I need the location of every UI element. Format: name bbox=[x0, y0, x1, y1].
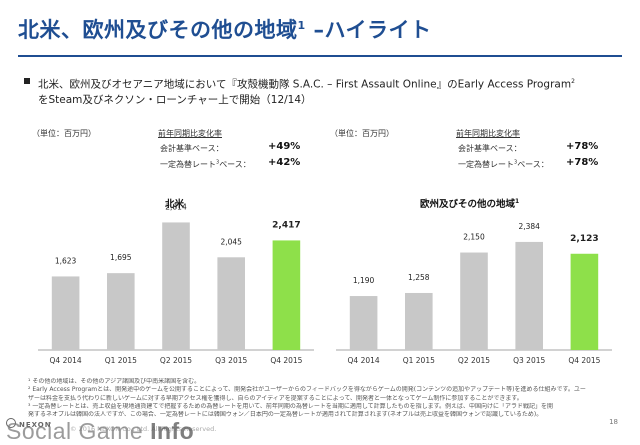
yoy-label-end: ベース： bbox=[517, 160, 549, 169]
yoy-row-reported: 会計基準ベース： bbox=[160, 143, 224, 154]
data-label: 2,045 bbox=[220, 237, 242, 246]
category-label: Q3 2015 bbox=[513, 356, 545, 365]
chart-title: 北米 bbox=[165, 196, 184, 210]
bar-q4-2015 bbox=[272, 240, 301, 350]
highlight-bullet: 北米、欧州及びオセアニア地域において『攻殻機動隊 S.A.C. – First … bbox=[24, 74, 618, 108]
yoy-label: 一定為替レート bbox=[160, 160, 216, 169]
title-text: 北米、欧州及びその他の地域 bbox=[18, 18, 298, 42]
yoy-label: 会計基準ベース： bbox=[160, 144, 224, 153]
bullet-line-2: をSteam及びネクソン・ローンチャー上で開始（12/14） bbox=[38, 93, 312, 106]
bar-q4-2015 bbox=[570, 253, 599, 350]
page-number: 18 bbox=[609, 418, 618, 426]
category-label: Q4 2014 bbox=[50, 356, 82, 365]
data-label: 1,190 bbox=[353, 276, 375, 285]
chart-title-text: 北米 bbox=[165, 199, 185, 210]
page-title: 北米、欧州及びその他の地域1 –ハイライト bbox=[18, 14, 432, 44]
unit-label: （単位：百万円） bbox=[32, 129, 96, 138]
chart-title-footnote-mark: 1 bbox=[515, 197, 520, 205]
bar-q3-2015 bbox=[515, 241, 543, 350]
data-label: 1,695 bbox=[110, 253, 132, 262]
yoy-value-reported: +49% bbox=[268, 141, 301, 152]
data-label: 1,623 bbox=[55, 256, 77, 265]
chart-title: 欧州及びその他の地域1 bbox=[420, 196, 519, 210]
category-label: Q2 2015 bbox=[160, 356, 192, 365]
bar-q4-2014 bbox=[349, 296, 378, 350]
yoy-value-constant-currency: +78% bbox=[566, 157, 599, 168]
yoy-footnote-mark: 3 bbox=[216, 159, 220, 166]
yoy-row-reported: 会計基準ベース： bbox=[458, 143, 522, 154]
bar-q3-2015 bbox=[217, 257, 245, 350]
bullet-footnote-mark: 2 bbox=[571, 78, 575, 85]
category-label: Q3 2015 bbox=[215, 356, 247, 365]
yoy-label: 会計基準ベース： bbox=[458, 144, 522, 153]
category-label: Q4 2014 bbox=[348, 356, 380, 365]
yoy-heading: 前年同期比変化率 bbox=[158, 129, 222, 138]
nexon-logo: NEXON bbox=[6, 418, 52, 429]
yoy-value-constant-currency: +42% bbox=[268, 157, 301, 168]
category-label: Q4 2015 bbox=[270, 356, 302, 365]
panel-europe-other: （単位：百万円） 前年同期比変化率 会計基準ベース： +78% 一定為替レート3… bbox=[330, 122, 620, 372]
bar-q1-2015 bbox=[107, 273, 135, 350]
watermark: Social Game Info bbox=[6, 418, 194, 445]
footnotes: ¹ その他の地域は、その他のアジア諸国及び中南米諸国を含む。 ² Early A… bbox=[28, 378, 613, 419]
bar-q2-2015 bbox=[162, 222, 190, 350]
data-label: 1,258 bbox=[408, 273, 430, 282]
title-divider bbox=[18, 55, 622, 57]
copyright: © 2016 NEXON Co., Ltd. All Rights Reserv… bbox=[70, 425, 217, 433]
chart-title-text: 欧州及びその他の地域 bbox=[420, 199, 516, 210]
bar-chart-north-america: 1,623 Q4 2014 1,695 Q1 2015 2,814 Q2 2015 2,04… bbox=[38, 202, 314, 365]
bullet-marker-icon bbox=[24, 78, 30, 84]
panel-north-america: （単位：百万円） 前年同期比変化率 会計基準ベース： +49% 一定為替レート3… bbox=[32, 122, 322, 372]
footnote-2-cont: ザーは料金を支払う代わりに新しいゲームに対する早期アクセス権を獲得し、自らのアイ… bbox=[28, 394, 523, 402]
data-label: 2,417 bbox=[272, 220, 300, 230]
title-footnote-mark: 1 bbox=[297, 19, 306, 32]
bar-q1-2015 bbox=[405, 292, 433, 350]
bullet-line-1: 北米、欧州及びオセアニア地域において『攻殻機動隊 S.A.C. – First … bbox=[38, 78, 572, 91]
category-label: Q2 2015 bbox=[458, 356, 490, 365]
bar-q2-2015 bbox=[460, 252, 488, 350]
title-suffix: –ハイライト bbox=[305, 18, 432, 42]
category-label: Q1 2015 bbox=[105, 356, 137, 365]
yoy-label-end: ベース： bbox=[219, 160, 251, 169]
bar-chart-europe-other: 1,190 Q4 2014 1,258 Q1 2015 2,150 Q2 2015 2,38… bbox=[336, 222, 612, 365]
footnote-1: ¹ その他の地域は、その他のアジア諸国及び中南米諸国を含む。 bbox=[28, 378, 201, 385]
footnote-3: ³ 一定為替レートとは、売上収益を現地通貨建てで把握するための為替レートを用いて… bbox=[28, 402, 554, 410]
data-label: 2,123 bbox=[570, 234, 598, 244]
yoy-label: 一定為替レート bbox=[458, 160, 514, 169]
data-label: 2,814 bbox=[165, 202, 187, 211]
footnote-3-cont: 発するネオプルは韓国の法人ですが、この場合、一定為替レートには韓国ウォン／日本円… bbox=[28, 411, 543, 419]
yoy-heading: 前年同期比変化率 bbox=[456, 129, 520, 138]
unit-label: （単位：百万円） bbox=[330, 129, 394, 138]
data-label: 2,384 bbox=[518, 222, 540, 231]
yoy-footnote-mark: 3 bbox=[514, 159, 518, 166]
yoy-row-constant-currency: 一定為替レート3ベース： bbox=[458, 159, 549, 170]
yoy-row-constant-currency: 一定為替レート3ベース： bbox=[160, 159, 251, 170]
watermark-text: Social Game bbox=[6, 418, 151, 444]
bar-q4-2014 bbox=[51, 276, 80, 350]
watermark-text-bold: Info bbox=[150, 418, 195, 444]
yoy-value-reported: +78% bbox=[566, 141, 599, 152]
data-label: 2,150 bbox=[463, 233, 485, 242]
footnote-2: ² Early Access Programとは、開発途中のゲームを公開すること… bbox=[28, 386, 586, 394]
category-label: Q4 2015 bbox=[568, 356, 600, 365]
category-label: Q1 2015 bbox=[403, 356, 435, 365]
